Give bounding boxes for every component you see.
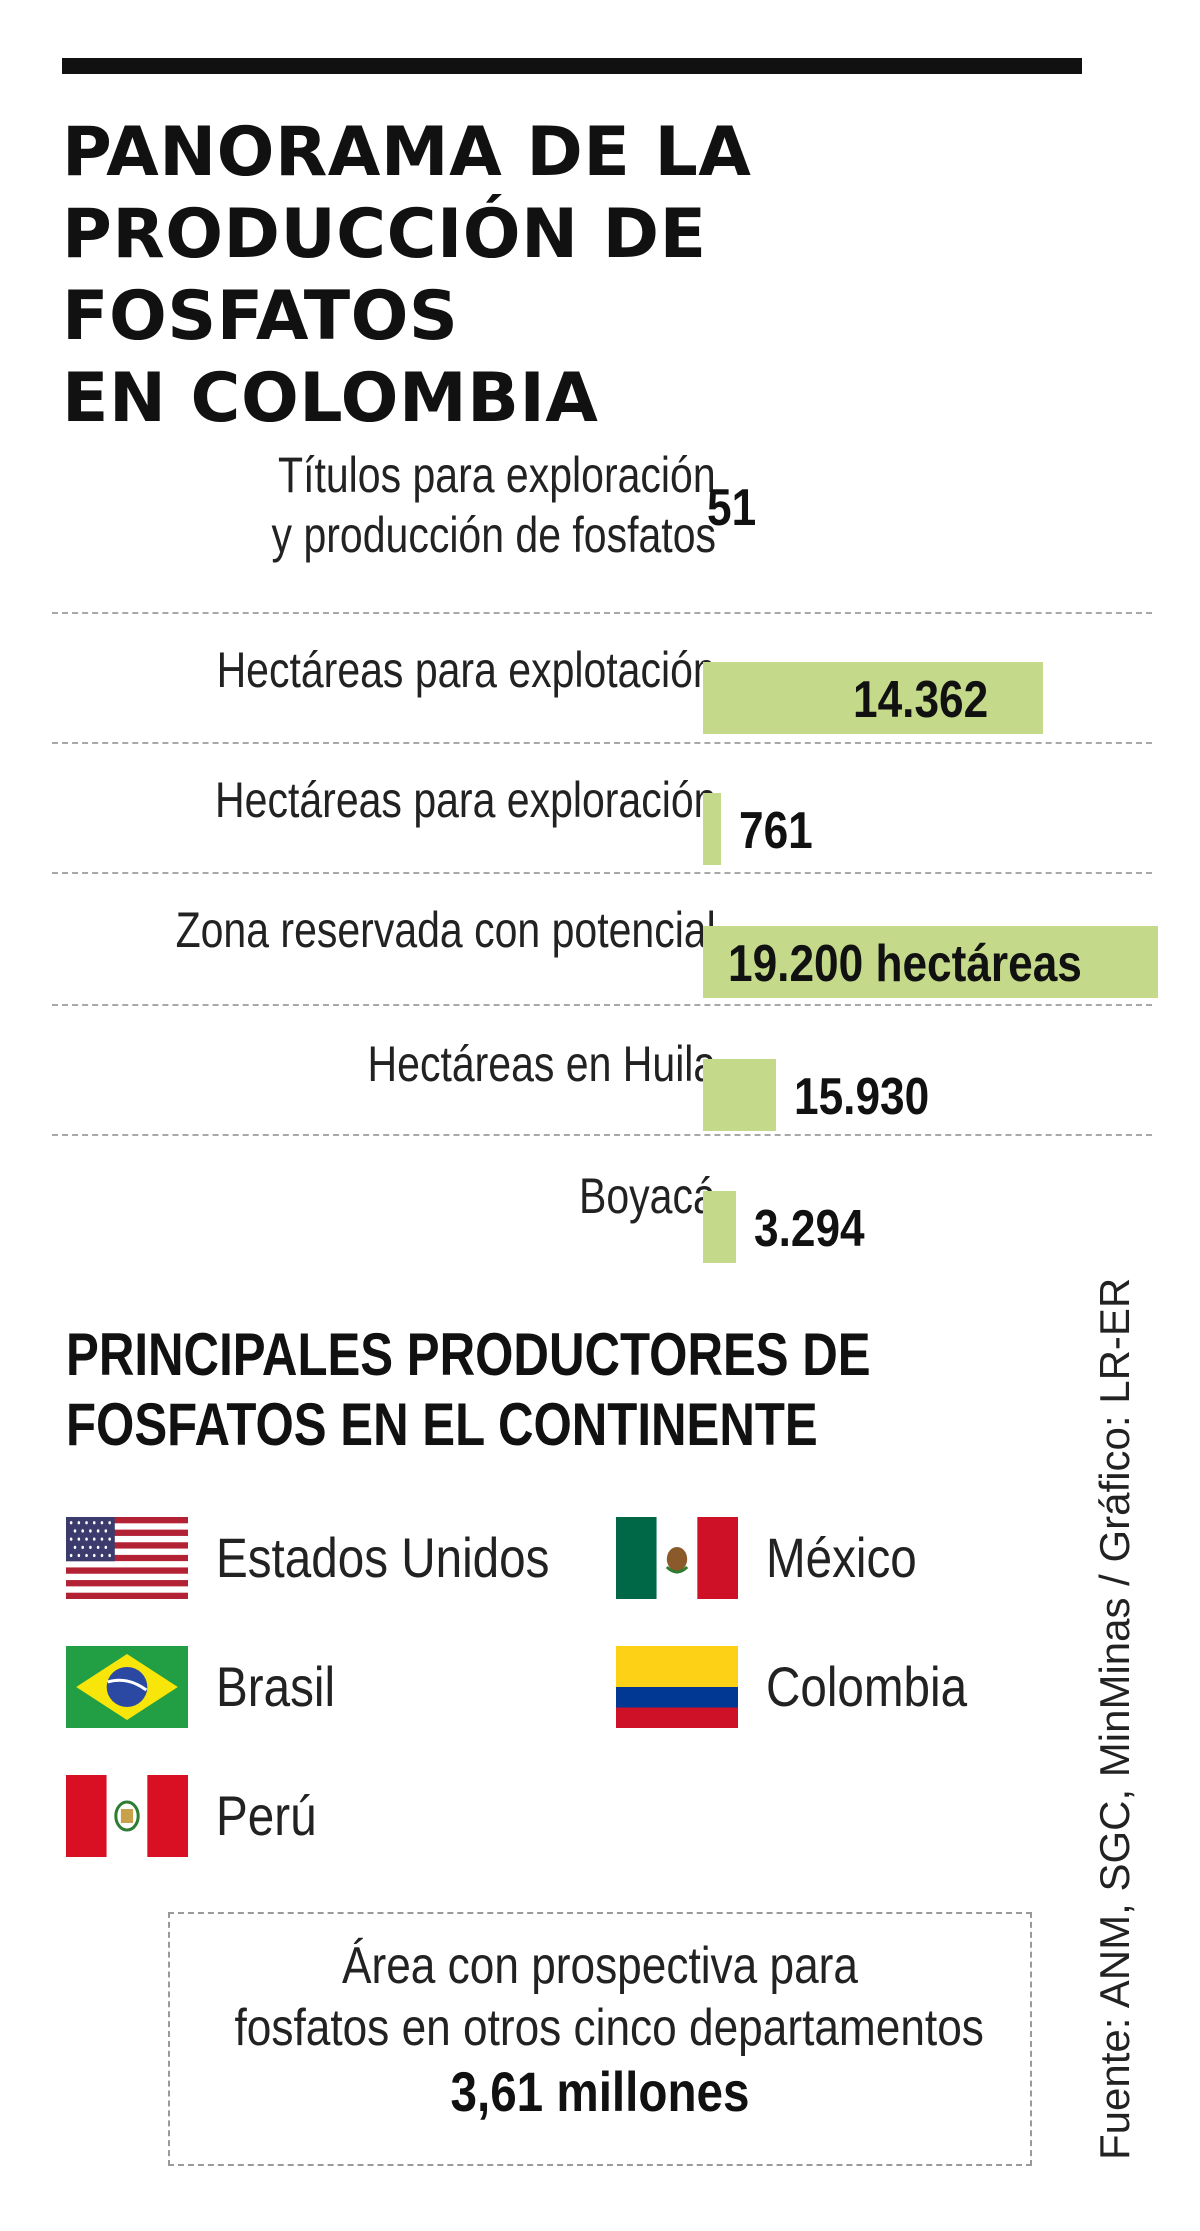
divider (52, 872, 1152, 874)
title-line-2: PRODUCCIÓN DE FOSFATOS (62, 195, 707, 356)
prospective-area-box: Área con prospectiva para fosfatos en ot… (168, 1912, 1032, 2166)
usa-flag-icon (66, 1517, 188, 1599)
country-name: Perú (216, 1784, 317, 1847)
divider (52, 1134, 1152, 1136)
stat-bar (703, 793, 721, 865)
section-title-line-2: FOSFATOS EN EL CONTINENTE (66, 1391, 818, 1458)
stat-label-line-2: y producción de fosfatos (271, 507, 716, 563)
section-title-line-1: PRINCIPALES PRODUCTORES DE (66, 1321, 871, 1388)
stat-bar (703, 926, 1158, 998)
colombia-flag-icon (616, 1646, 738, 1728)
stat-label: Títulos para exploración (278, 447, 716, 503)
stat-label: Hectáreas para explotación (216, 642, 716, 698)
stat-label: Zona reservada con potencial (175, 902, 716, 958)
stat-value: 3.294 (754, 1200, 865, 1258)
stat-value: 14.362 (853, 671, 989, 729)
stat-value: 15.930 (794, 1068, 930, 1126)
country-name: Estados Unidos (216, 1526, 550, 1589)
stat-row-huila: Hectáreas en Huila (52, 1034, 1152, 1124)
divider (52, 742, 1152, 744)
section-title: PRINCIPALES PRODUCTORES DE FOSFATOS EN E… (66, 1320, 871, 1460)
stat-value: 19.200 hectáreas (728, 935, 1082, 993)
stat-bar (703, 1059, 776, 1131)
stat-label: Boyacá (579, 1168, 716, 1224)
title-line-1: PANORAMA DE LA (62, 113, 752, 192)
stat-row-boyaca: Boyacá (52, 1166, 1152, 1256)
mexico-flag-icon (616, 1517, 738, 1599)
page-title: PANORAMA DE LA PRODUCCIÓN DE FOSFATOS EN… (62, 112, 1112, 440)
stat-value: 51 (707, 479, 757, 537)
stat-row-zona: Zona reservada con potencial (52, 900, 1152, 990)
stat-value: 761 (739, 802, 813, 860)
source-credit: Fuente: ANM, SGC, MinMinas / Gráfico: LR… (1091, 1277, 1138, 2160)
title-line-3: EN COLOMBIA (62, 359, 599, 438)
country-name: Colombia (766, 1655, 968, 1718)
peru-flag-icon (66, 1775, 188, 1857)
stat-label: Hectáreas para exploración (214, 772, 716, 828)
top-rule (62, 58, 1082, 74)
stat-row-explotacion: Hectáreas para explotación (52, 640, 1152, 730)
box-line-2: fosfatos en otros cinco departamentos (234, 1999, 984, 2057)
box-line-1: Área con prospectiva para (342, 1937, 858, 1995)
country-name: México (766, 1526, 917, 1589)
stat-bar (703, 1191, 736, 1263)
stat-bar (703, 662, 1043, 734)
divider (52, 1004, 1152, 1006)
divider (52, 612, 1152, 614)
box-value: 3,61 millones (450, 2060, 750, 2123)
stat-row-titulos: Títulos para exploración y producción de… (52, 440, 1152, 590)
stat-row-exploracion: Hectáreas para exploración (52, 770, 1152, 860)
stat-label: Hectáreas en Huila (367, 1036, 716, 1092)
country-name: Brasil (216, 1655, 336, 1718)
brazil-flag-icon (66, 1646, 188, 1728)
